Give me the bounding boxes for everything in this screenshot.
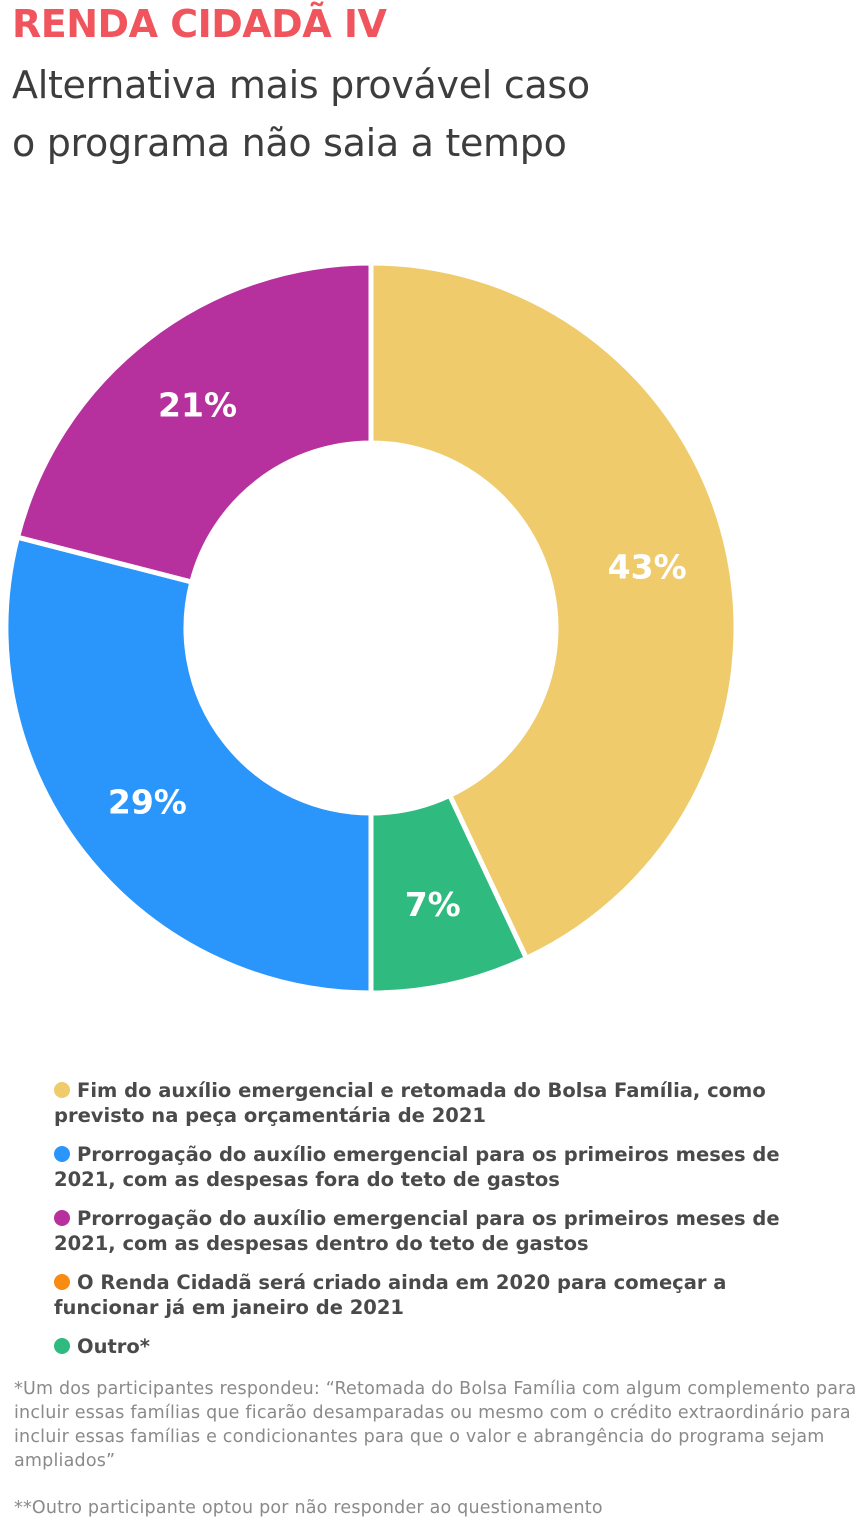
legend-item-fim-auxilio: Fim do auxílio emergencial e retomada do…: [54, 1078, 834, 1128]
legend-label: Fim do auxílio emergencial e retomada do…: [54, 1079, 766, 1127]
slice-value-label: 21%: [158, 385, 237, 424]
legend-item-renda-cidada-2020: O Renda Cidadã será criado ainda em 2020…: [54, 1270, 834, 1320]
legend-label: Prorrogação do auxílio emergencial para …: [54, 1143, 780, 1191]
legend-label: O Renda Cidadã será criado ainda em 2020…: [54, 1271, 727, 1319]
legend-item-prorrogacao-dentro-teto: Prorrogação do auxílio emergencial para …: [54, 1206, 834, 1256]
legend-dot-icon: [54, 1274, 70, 1290]
footnote-no-response: **Outro participante optou por não respo…: [14, 1498, 603, 1518]
donut-value-labels: 43% 7% 29% 21%: [108, 385, 687, 924]
legend-item-outro: Outro*: [54, 1334, 834, 1359]
legend-label: Outro*: [77, 1335, 150, 1358]
legend-dot-icon: [54, 1146, 70, 1162]
legend-dot-icon: [54, 1082, 70, 1098]
donut-slice: [14, 260, 374, 585]
legend-item-prorrogacao-fora-teto: Prorrogação do auxílio emergencial para …: [54, 1142, 834, 1192]
footnote-other-response: *Um dos participantes respondeu: “Retoma…: [14, 1379, 857, 1471]
chart-title: RENDA CIDADÃ IV: [12, 2, 387, 46]
donut-slice: [3, 534, 374, 996]
legend-dot-icon: [54, 1338, 70, 1354]
slice-value-label: 7%: [405, 885, 461, 924]
slice-value-label: 29%: [108, 782, 187, 821]
legend-dot-icon: [54, 1210, 70, 1226]
donut-chart: 43% 7% 29% 21%: [3, 260, 739, 996]
legend-label: Prorrogação do auxílio emergencial para …: [54, 1207, 780, 1255]
chart-legend: Fim do auxílio emergencial e retomada do…: [54, 1078, 834, 1373]
chart-subtitle: Alternativa mais provável caso o program…: [12, 63, 590, 165]
donut-slices: [3, 260, 739, 996]
slice-value-label: 43%: [608, 547, 687, 586]
donut-slice: [368, 260, 739, 961]
